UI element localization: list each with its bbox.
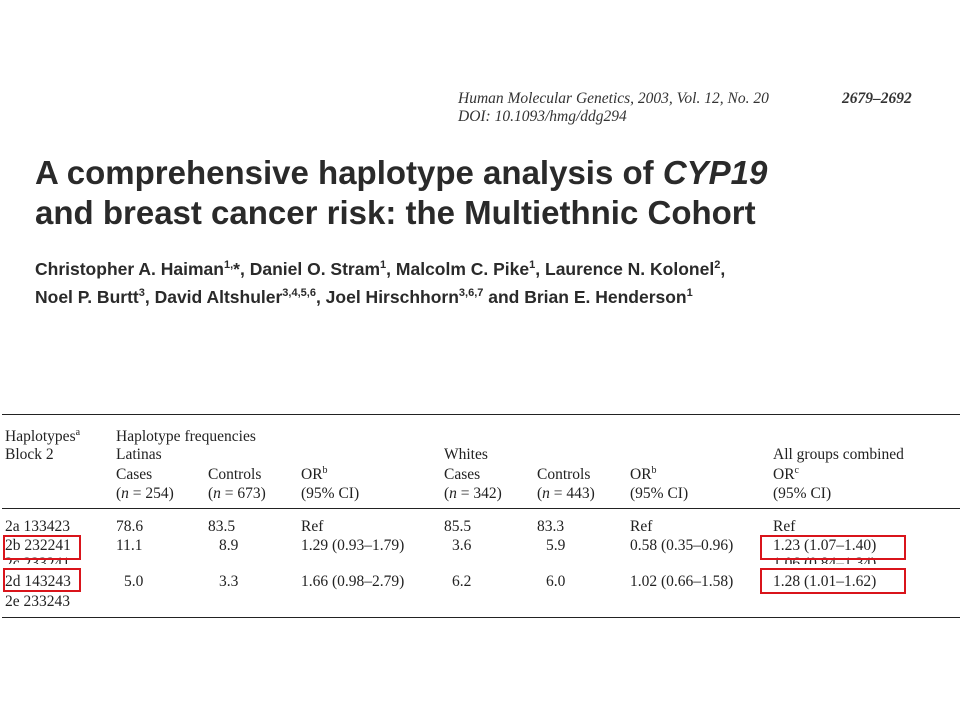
col-header-whites-or: ORb bbox=[630, 464, 657, 483]
author-separator: , bbox=[144, 287, 155, 307]
author-affiliation: 1 bbox=[529, 259, 536, 272]
whites-or: 1.02 (0.66–1.58) bbox=[630, 573, 734, 590]
hap-id: 2a 133423 bbox=[5, 518, 71, 535]
n-latinas-cases: (n = 254) bbox=[116, 485, 174, 502]
author-name: Malcolm C. Pike bbox=[395, 259, 530, 279]
author-affiliation: 2 bbox=[714, 259, 721, 272]
author-line-2: Noel P. Burtt3, David Altshuler3,4,5,6, … bbox=[35, 283, 935, 311]
whites-cases-freq: 6.2 bbox=[452, 573, 472, 590]
author-list: Christopher A. Haiman1,*, Daniel O. Stra… bbox=[35, 255, 935, 311]
col-header-latinas-controls: Controls bbox=[208, 466, 262, 483]
doi: DOI: 10.1093/hmg/ddg294 bbox=[458, 108, 627, 125]
col-header-whites-controls: Controls bbox=[537, 466, 591, 483]
group-header-whites: Whites bbox=[444, 446, 488, 463]
latinas-cases-freq: 78.6 bbox=[116, 518, 144, 535]
whites-cases-freq: 3.6 bbox=[452, 537, 472, 554]
author-line-1: Christopher A. Haiman1,*, Daniel O. Stra… bbox=[35, 255, 935, 283]
author-name: Christopher A. Haiman bbox=[35, 259, 224, 279]
author-separator: and bbox=[483, 287, 525, 307]
author-affiliation: 1, bbox=[223, 259, 234, 272]
col-header-frequencies: Haplotype frequencies bbox=[116, 428, 256, 445]
author-affiliation: 3 bbox=[138, 287, 145, 300]
author-name: Brian E. Henderson bbox=[524, 287, 687, 307]
n-whites-cases: (n = 342) bbox=[444, 485, 502, 502]
col-header-latinas-cases: Cases bbox=[116, 466, 153, 483]
table-bottom-rule bbox=[2, 617, 960, 618]
highlight-box-2d-or bbox=[760, 568, 906, 594]
whites-cases-freq: 85.5 bbox=[444, 518, 472, 535]
col-header-haplotypes: Haplotypesa bbox=[5, 426, 81, 445]
latinas-or: 1.29 (0.93–1.79) bbox=[301, 537, 405, 554]
author-affiliation: 1 bbox=[380, 259, 387, 272]
latinas-cases-freq: 11.1 bbox=[116, 537, 143, 554]
latinas-controls-freq: 83.5 bbox=[208, 518, 236, 535]
ci-whites: (95% CI) bbox=[630, 485, 689, 502]
paper-title: A comprehensive haplotype analysis of CY… bbox=[35, 153, 935, 233]
whites-controls-freq: 83.3 bbox=[537, 518, 565, 535]
author-separator: , bbox=[535, 259, 545, 279]
author-name: Joel Hirschhorn bbox=[325, 287, 459, 307]
whites-controls-freq: 6.0 bbox=[546, 573, 566, 590]
hap-id: 2d 143243 bbox=[5, 573, 71, 590]
author-affiliation: 3,6,7 bbox=[458, 287, 484, 300]
title-part-1: A comprehensive haplotype analysis of bbox=[35, 154, 663, 191]
whites-controls-freq: 5.9 bbox=[546, 537, 566, 554]
author-name: Noel P. Burtt bbox=[35, 287, 139, 307]
page-range: 2679–2692 bbox=[842, 90, 912, 107]
author-name: David Altshuler bbox=[154, 287, 283, 307]
ci-all: (95% CI) bbox=[773, 485, 832, 502]
group-header-all-combined: All groups combined bbox=[773, 446, 904, 463]
journal-header: Human Molecular Genetics, 2003, Vol. 12,… bbox=[458, 90, 928, 126]
col-header-block: Block 2 bbox=[5, 446, 54, 463]
table-header-rule bbox=[2, 508, 960, 509]
author-separator: *, bbox=[233, 259, 250, 279]
author-separator: , bbox=[315, 287, 326, 307]
whites-or: Ref bbox=[630, 518, 653, 535]
whites-or: 0.58 (0.35–0.96) bbox=[630, 537, 734, 554]
latinas-controls-freq: 3.3 bbox=[219, 573, 239, 590]
highlight-box-2d-id bbox=[3, 568, 81, 592]
author-affiliation: 1 bbox=[686, 287, 693, 300]
author-separator: , bbox=[386, 259, 396, 279]
title-gene: CYP19 bbox=[662, 154, 768, 191]
col-header-whites-cases: Cases bbox=[444, 466, 481, 483]
latinas-or: Ref bbox=[301, 518, 324, 535]
author-separator: , bbox=[720, 259, 726, 279]
col-header-latinas-or: ORb bbox=[301, 464, 328, 483]
hap-id: 2b 232241 bbox=[5, 537, 71, 554]
author-affiliation: 3,4,5,6 bbox=[282, 287, 316, 300]
highlight-box-2b-or bbox=[760, 535, 906, 560]
author-name: Laurence N. Kolonel bbox=[545, 259, 715, 279]
combined-or: 1.28 (1.01–1.62) bbox=[773, 573, 877, 590]
highlight-box-2b-id bbox=[3, 535, 81, 560]
group-header-latinas: Latinas bbox=[116, 446, 162, 463]
ci-latinas: (95% CI) bbox=[301, 485, 360, 502]
combined-or: 1.23 (1.07–1.40) bbox=[773, 537, 877, 554]
latinas-controls-freq: 8.9 bbox=[219, 537, 239, 554]
hap-id: 2e 233243 bbox=[5, 593, 71, 610]
latinas-or: 1.66 (0.98–2.79) bbox=[301, 573, 405, 590]
latinas-cases-freq: 5.0 bbox=[124, 573, 144, 590]
n-whites-controls: (n = 443) bbox=[537, 485, 595, 502]
n-latinas-controls: (n = 673) bbox=[208, 485, 266, 502]
journal-citation: Human Molecular Genetics, 2003, Vol. 12,… bbox=[458, 90, 769, 107]
author-name: Daniel O. Stram bbox=[249, 259, 381, 279]
title-part-2: and breast cancer risk: the Multiethnic … bbox=[35, 194, 756, 231]
col-header-all-or: ORc bbox=[773, 464, 799, 483]
table-top-rule bbox=[2, 414, 960, 415]
combined-or: Ref bbox=[773, 518, 796, 535]
